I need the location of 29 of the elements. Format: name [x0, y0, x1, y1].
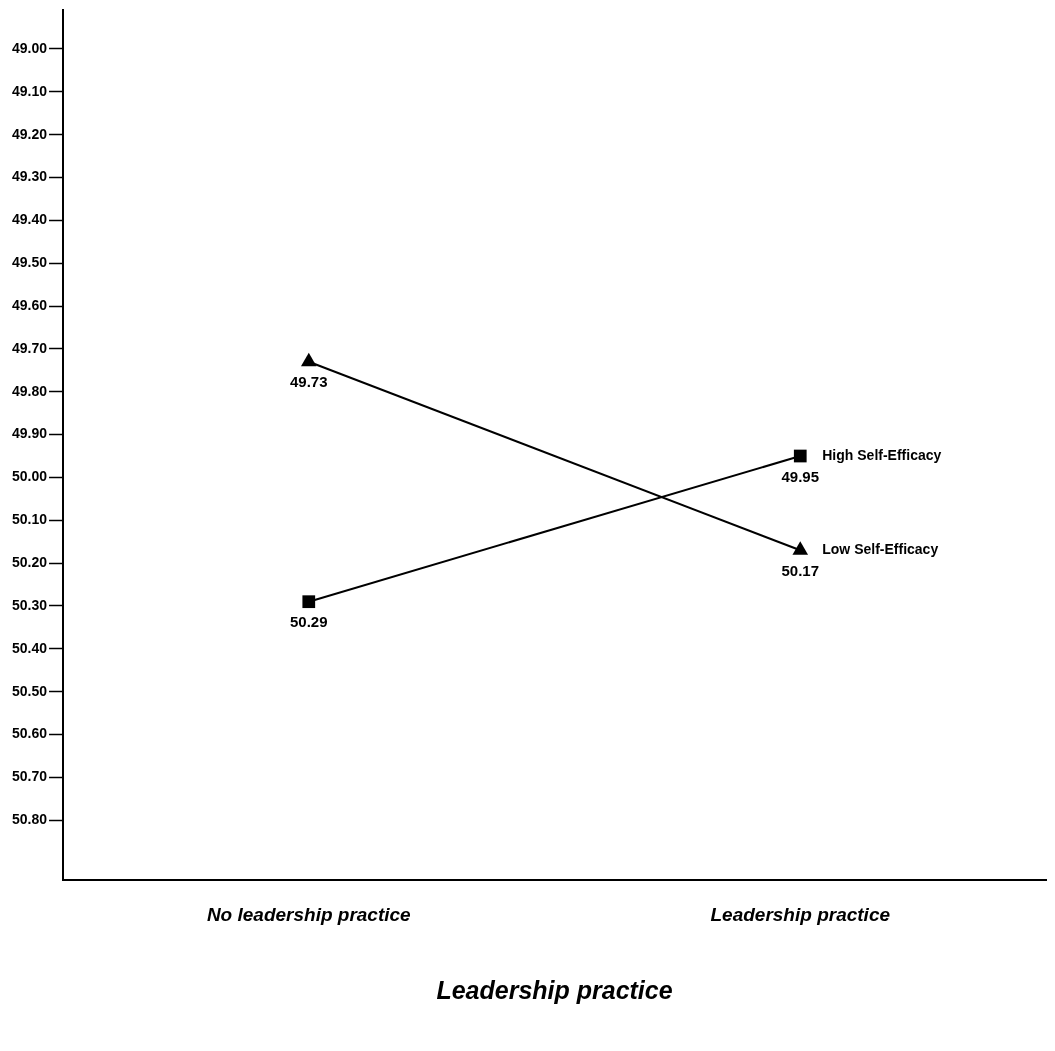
data-label: 50.29: [290, 613, 328, 631]
y-tick-label: 50.80: [11, 811, 48, 828]
point: [302, 595, 316, 609]
y-tick-label: 49.90: [11, 425, 48, 442]
y-tick-label: 50.20: [11, 553, 48, 570]
y-tick-label: 49.40: [11, 211, 48, 228]
y-tick-label: 50.70: [11, 768, 48, 785]
x-tick-label: No leadership practice: [206, 903, 412, 925]
y-tick-label: 50.30: [11, 596, 48, 613]
y-tick-label: 49.00: [11, 39, 48, 56]
data-label: 49.73: [290, 373, 328, 391]
y-tick-label: 49.60: [11, 296, 48, 313]
y-tick-label: 50.50: [11, 682, 48, 699]
series-label: Low Self-Efficacy: [822, 541, 939, 558]
y-tick-label: 50.00: [11, 468, 48, 485]
y-tick-label: 50.10: [11, 511, 48, 528]
y-tick-label: 50.40: [11, 639, 48, 656]
x-axis-title: Leadership practice: [436, 975, 673, 1004]
y-tick-label: 49.10: [11, 82, 48, 99]
data-label: 49.95: [781, 467, 820, 485]
point: [793, 449, 807, 463]
y-tick-label: 50.60: [11, 725, 48, 742]
series-label: High Self-Efficacy: [822, 446, 942, 463]
y-tick-label: 49.30: [11, 168, 48, 185]
data-label: 50.17: [781, 561, 820, 579]
y-tick-label: 49.20: [11, 125, 48, 142]
y-tick-label: 49.80: [11, 382, 48, 399]
y-tick-label: 49.70: [11, 339, 48, 356]
y-tick-label: 49.50: [11, 254, 48, 271]
